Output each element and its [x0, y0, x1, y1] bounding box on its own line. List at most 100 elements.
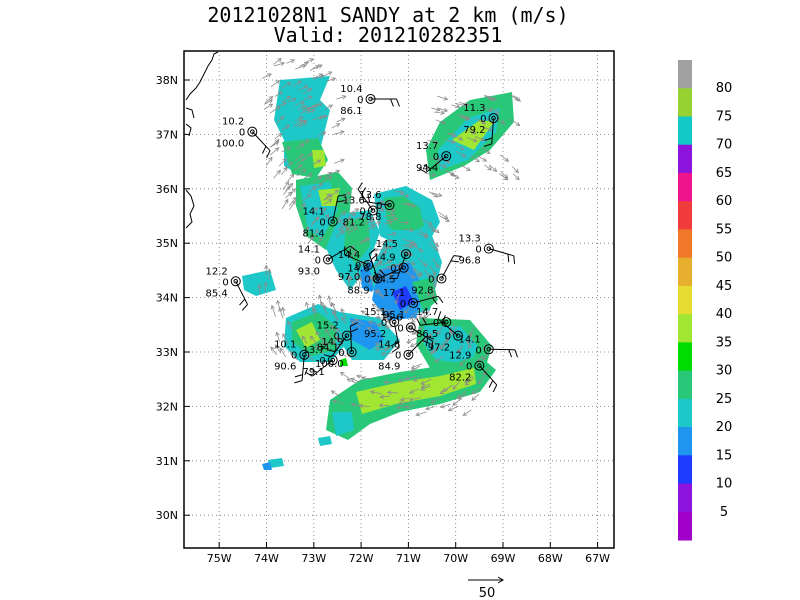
station-label: 14.6 — [347, 264, 369, 275]
wind-vector-arrow — [435, 119, 446, 125]
station-marker: 14.10 — [459, 334, 519, 358]
wind-vector-arrow — [455, 145, 465, 150]
wind-barb — [357, 188, 374, 211]
station-label: 14.9 — [321, 337, 343, 348]
station-label: 0 — [319, 356, 325, 367]
lon-tick-label: 74W — [254, 552, 279, 565]
wind-vector-arrow — [425, 172, 436, 176]
wind-vector-arrow — [434, 356, 444, 363]
lat-tick-label: 36N — [156, 183, 178, 196]
station-label: 15.2 — [317, 321, 339, 332]
wind-vector-arrow — [318, 294, 322, 306]
station-label: 12.9 — [449, 351, 471, 362]
wind-barb — [301, 354, 305, 381]
wind-vector-arrow — [287, 173, 295, 182]
station-label: 12.2 — [205, 266, 227, 277]
wind-vector-arrow — [404, 260, 416, 265]
station-label: 97.2 — [428, 343, 450, 354]
colorbar-label: 20 — [716, 420, 733, 435]
wind-vector-arrow — [275, 344, 282, 354]
wind-vector-arrow — [475, 118, 486, 125]
wind-barb — [441, 255, 455, 279]
wind-vector-arrow — [436, 325, 444, 335]
wind-barb — [491, 118, 495, 145]
lat-tick-label: 38N — [156, 74, 178, 87]
wind-vector-arrow — [321, 214, 330, 224]
wind-vector-arrow — [499, 154, 509, 162]
wind-vector-arrow — [465, 377, 475, 386]
wind-vector-arrow — [288, 200, 296, 210]
station-marker: 092.8 — [411, 255, 462, 297]
wind-barb — [410, 327, 434, 342]
wind-vector-arrow — [341, 227, 351, 235]
wind-vector-arrow — [298, 203, 306, 213]
wind-vector-arrow — [395, 292, 400, 304]
axis-labels: 75W 74W 73W 72W 71W 70W 69W 68W 67W 38N 37N 36N 35N 3… — [156, 74, 610, 565]
wind-vector-arrow — [263, 99, 273, 105]
wind-vector-arrow — [432, 258, 439, 268]
wind-vector-arrow — [273, 170, 281, 179]
wind-vector-arrow — [384, 381, 395, 384]
wind-vector-arrow — [293, 119, 303, 127]
wind-vector-arrow — [442, 384, 453, 392]
wind-vector-arrow — [500, 171, 508, 179]
station-label: 0 — [319, 217, 325, 228]
wind-vector-arrow — [342, 218, 351, 225]
wind-vector-arrow — [457, 344, 464, 353]
wind-vector-arrow — [482, 147, 491, 154]
wind-vector-arrow — [382, 273, 393, 281]
wind-vector-arrow — [471, 393, 479, 401]
wind-vector-arrow — [431, 276, 436, 287]
wind-vector-arrow — [322, 342, 331, 350]
wind-vector-arrow — [281, 199, 289, 210]
wind-vector-arrow — [358, 277, 362, 289]
wind-vector-arrow — [403, 228, 414, 231]
wind-vector-arrow — [321, 337, 330, 346]
station-label: 0 — [428, 275, 434, 286]
wind-vector-arrow — [279, 347, 287, 358]
station-label: 14.7 — [416, 307, 438, 318]
wind-vector-arrow — [347, 226, 358, 235]
plot-title: 20121028N1 SANDY at 2 km (m/s) — [207, 3, 569, 27]
lon-tick-label: 68W — [538, 552, 563, 565]
station-label: 13.6 — [359, 190, 381, 201]
colorbar-label: 10 — [716, 477, 733, 492]
wind-vector-arrow — [367, 327, 378, 333]
wind-vector-arrow — [427, 225, 436, 232]
wind-vector-arrow — [339, 224, 348, 231]
wind-vector-arrow — [512, 95, 521, 102]
wind-vector-arrow — [340, 371, 349, 379]
wind-vector-arrow — [449, 324, 455, 333]
wind-vector-arrow — [482, 366, 490, 376]
wind-vector-arrow — [370, 391, 382, 395]
wind-vector-arrow — [436, 95, 448, 100]
station-label: 0 — [376, 201, 382, 212]
colorbar-swatch — [678, 116, 692, 146]
wind-vector-arrow — [411, 363, 423, 369]
wind-vector-arrow — [302, 336, 308, 344]
wind-vector-arrow — [303, 95, 312, 101]
wind-vector-arrow — [278, 307, 284, 319]
wind-vector-arrow — [276, 332, 281, 342]
wind-vector-arrow — [385, 346, 395, 350]
colorbar-label: 70 — [716, 138, 733, 153]
station-label: 0 — [338, 348, 344, 359]
wind-vector-arrow — [451, 104, 460, 108]
station-label: 79.2 — [463, 125, 485, 136]
wind-barb — [478, 365, 498, 386]
colorbar-swatch — [678, 144, 692, 174]
wind-vector-arrow — [340, 198, 350, 204]
wind-vector-arrow — [485, 94, 494, 101]
wind-vector-arrow — [278, 158, 287, 167]
wind-vector-arrow — [423, 269, 431, 278]
wind-vector-arrow — [281, 95, 291, 103]
wind-vector-arrow — [460, 116, 471, 120]
wind-vector-arrow — [302, 88, 312, 94]
lon-tick-label: 69W — [491, 552, 516, 565]
station-label: 88.9 — [347, 286, 369, 297]
wind-vector-arrow — [319, 207, 327, 216]
station-marker: 097.2 — [428, 311, 464, 354]
wind-vector-arrow — [442, 339, 450, 348]
